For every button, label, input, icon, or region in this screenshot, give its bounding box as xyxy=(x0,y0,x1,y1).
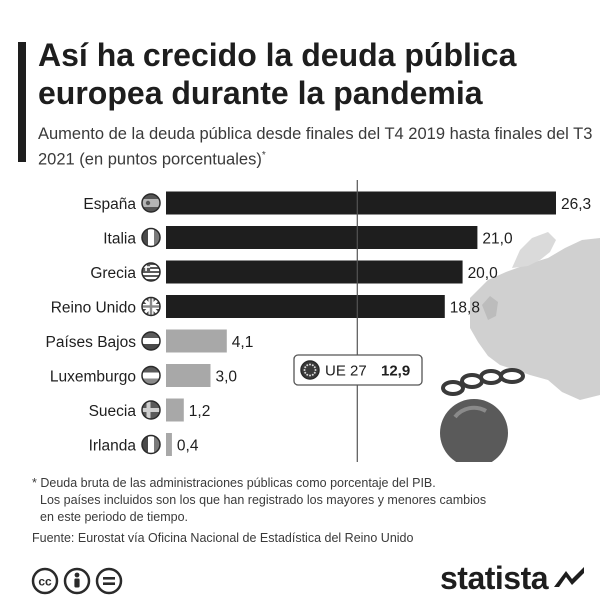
sweden-flag-icon xyxy=(141,400,161,420)
footnote-line-2: Los países incluidos son los que han reg… xyxy=(40,493,487,507)
title-accent-bar xyxy=(18,42,26,162)
reference-label: UE 27 xyxy=(325,363,367,380)
netherlands-flag-icon xyxy=(141,331,161,351)
category-label-irlanda: Irlanda xyxy=(89,438,137,455)
value-label-reino-unido: 18,8 xyxy=(450,300,480,317)
category-label-reino-unido: Reino Unido xyxy=(51,300,136,317)
bar-reino-unido xyxy=(166,295,445,318)
bar-italia xyxy=(166,226,478,249)
ireland-flag-icon xyxy=(141,434,161,455)
value-label-paises-bajos: 4,1 xyxy=(232,334,254,351)
category-label-paises-bajos: Países Bajos xyxy=(46,334,137,351)
bar-suecia xyxy=(166,398,184,422)
bar-espana xyxy=(166,191,556,215)
eu-flag-icon xyxy=(300,360,320,380)
chart-title: Así ha crecido la deuda pública europea … xyxy=(38,37,517,111)
ball-and-chain-icon xyxy=(440,368,525,462)
brand-name: statista xyxy=(440,559,549,596)
value-label-suecia: 1,2 xyxy=(189,403,211,420)
chart-decorations xyxy=(440,232,600,462)
nd-icon xyxy=(95,567,123,595)
bar-grecia xyxy=(166,260,463,284)
category-label-grecia: Grecia xyxy=(90,265,136,282)
cc-icon: cc xyxy=(31,567,59,595)
source-note: Fuente: Eurostat vía Oficina Nacional de… xyxy=(32,531,414,545)
svg-text:cc: cc xyxy=(38,575,52,589)
value-label-luxemburgo: 3,0 xyxy=(215,369,237,386)
bar-irlanda xyxy=(166,433,172,456)
bar-luxemburgo xyxy=(166,364,211,387)
greece-flag-icon xyxy=(141,262,161,282)
footnote-marker: * xyxy=(32,476,37,490)
value-label-italia: 21,0 xyxy=(482,231,513,248)
italy-flag-icon xyxy=(141,227,161,248)
subtitle-text: Aumento de la deuda pública desde finale… xyxy=(38,125,593,169)
reference-box xyxy=(293,354,423,386)
category-label-espana: España xyxy=(83,196,136,213)
chart-subtitle: Aumento de la deuda pública desde finale… xyxy=(38,124,593,171)
footnote: * Deuda bruta de las administraciones pú… xyxy=(32,475,592,526)
bar-chart: España Italia Grecia Reino Unido Países Bajo… xyxy=(46,180,600,462)
by-icon xyxy=(63,567,91,595)
footnote-line-3: en este periodo de tiempo. xyxy=(40,510,189,524)
category-label-suecia: Suecia xyxy=(89,403,137,420)
statista-mark-icon xyxy=(554,567,585,587)
license-icons: cc xyxy=(31,567,123,595)
value-label-irlanda: 0,4 xyxy=(177,438,199,455)
reference-value: 12,9 xyxy=(381,363,410,380)
value-label-espana: 26,3 xyxy=(561,196,591,213)
value-label-grecia: 20,0 xyxy=(468,265,499,282)
europe-map-icon xyxy=(470,232,600,400)
spain-flag-icon xyxy=(141,193,161,213)
footnote-line-1: * Deuda bruta de las administraciones pú… xyxy=(32,475,592,492)
luxembourg-flag-icon xyxy=(141,365,161,386)
subtitle-mark: * xyxy=(261,150,266,161)
bar-paises-bajos xyxy=(166,329,227,353)
category-label-italia: Italia xyxy=(103,231,136,248)
footnote-line-1-text: Deuda bruta de las administraciones públ… xyxy=(40,476,436,490)
uk-flag-icon xyxy=(141,296,161,317)
category-label-luxemburgo: Luxemburgo xyxy=(50,369,136,386)
brand-logo: statista xyxy=(440,560,586,596)
